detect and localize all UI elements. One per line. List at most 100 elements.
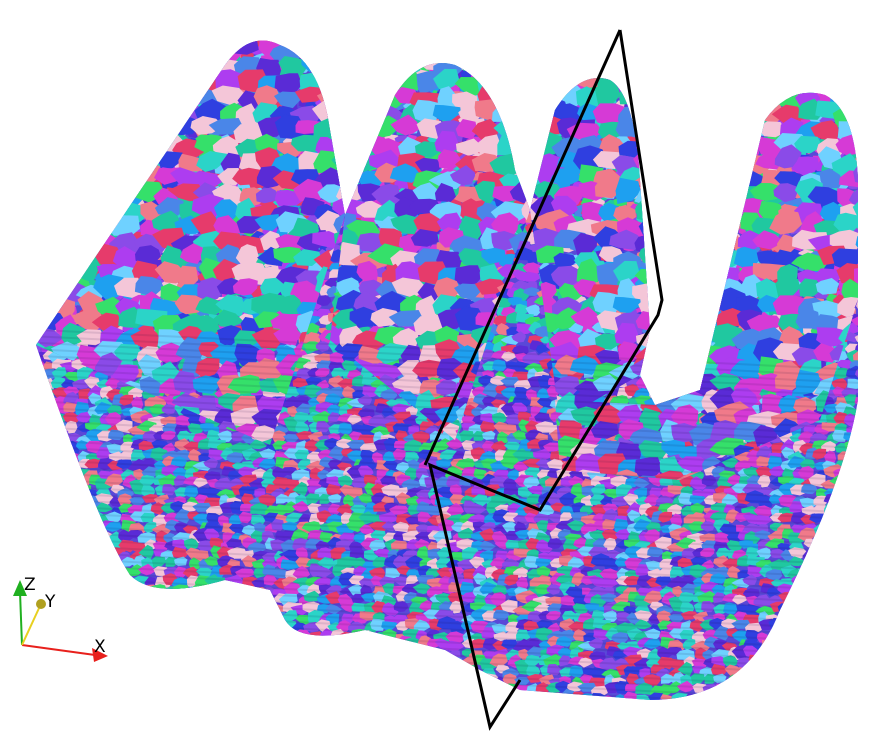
grain [318, 79, 338, 92]
grain [667, 184, 688, 198]
grain [511, 107, 532, 120]
grain [801, 50, 816, 65]
grain [98, 40, 114, 51]
grain [52, 245, 67, 256]
grain [802, 70, 818, 83]
grain [206, 600, 227, 615]
grain [668, 26, 683, 39]
grain [36, 512, 50, 525]
grain [99, 585, 113, 597]
grain [506, 98, 521, 111]
grain [120, 131, 135, 144]
grain [833, 43, 856, 57]
grain [523, 57, 541, 68]
grain [97, 202, 113, 218]
grain [733, 126, 753, 139]
grain [96, 577, 111, 590]
grain [36, 416, 45, 427]
grain [770, 72, 786, 84]
grain [338, 107, 355, 120]
grain [822, 551, 838, 561]
grain [779, 81, 795, 91]
grain [825, 29, 840, 38]
grain [712, 127, 731, 140]
grain [154, 81, 172, 95]
grain [195, 604, 209, 615]
grain [704, 140, 718, 154]
grain [50, 235, 73, 247]
grain [18, 254, 34, 264]
grain [36, 79, 37, 94]
grain [70, 40, 92, 49]
grain [163, 25, 177, 36]
grain [748, 107, 767, 118]
grain [846, 484, 858, 495]
grain [737, 118, 755, 130]
grain [36, 539, 46, 548]
grain [152, 54, 169, 67]
grain [797, 575, 815, 586]
grain [548, 72, 566, 85]
grain [129, 41, 145, 54]
grain [635, 29, 650, 39]
grain [100, 124, 115, 135]
grain [36, 82, 49, 95]
grain [714, 206, 730, 219]
grain [36, 145, 49, 155]
grain [823, 80, 839, 91]
grain [51, 477, 68, 491]
grain [736, 53, 752, 66]
grain [391, 70, 408, 82]
grain [781, 70, 799, 81]
grain [18, 64, 32, 77]
grain [105, 28, 119, 39]
grain [118, 80, 133, 94]
grain [638, 40, 654, 46]
grain [66, 510, 81, 524]
grain [172, 44, 191, 58]
grain [348, 149, 362, 163]
grain [702, 153, 720, 166]
grain [836, 26, 849, 39]
grain [728, 44, 740, 59]
grain [45, 110, 58, 121]
grain [496, 73, 513, 84]
grain [735, 142, 750, 154]
grain [490, 44, 509, 59]
grain [54, 50, 72, 65]
grain [336, 40, 352, 48]
grain [151, 136, 170, 150]
grain [829, 40, 852, 47]
grain [757, 91, 775, 101]
grain [678, 160, 696, 172]
grain [857, 70, 858, 84]
grain [712, 236, 727, 246]
grain [360, 79, 381, 91]
grain [547, 40, 568, 49]
grain [690, 253, 709, 267]
grain [812, 53, 827, 67]
grain [479, 47, 495, 60]
grain [349, 107, 368, 121]
grain [137, 91, 157, 103]
grain [348, 119, 363, 132]
grain [726, 118, 739, 130]
grain [62, 169, 78, 181]
grain [842, 478, 858, 490]
grain [661, 60, 675, 75]
grain [104, 557, 122, 569]
grain [665, 64, 685, 76]
grain [572, 40, 589, 49]
grain [848, 73, 858, 86]
grain [283, 40, 302, 46]
grain [107, 179, 122, 191]
grain [153, 65, 170, 76]
grain [36, 196, 37, 207]
grain [859, 360, 870, 374]
grain [50, 198, 70, 209]
grain [72, 515, 90, 527]
grain [645, 99, 668, 113]
grain [767, 88, 781, 102]
